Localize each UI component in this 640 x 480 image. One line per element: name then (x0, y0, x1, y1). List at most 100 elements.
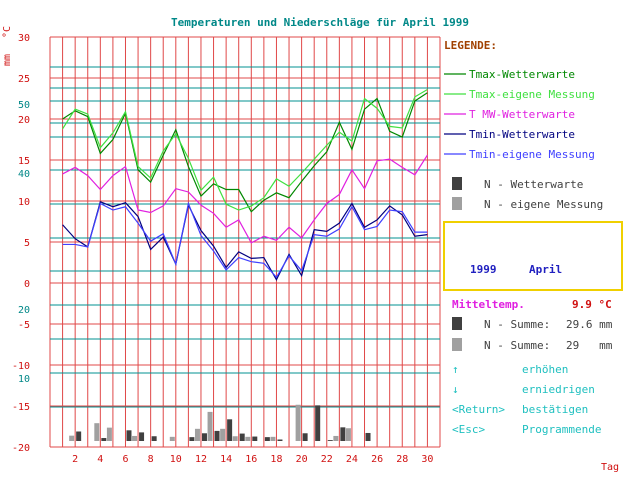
precip-bar (277, 439, 283, 441)
precip-bar (295, 404, 301, 441)
y-tick-label: -15 (12, 402, 30, 413)
x-tick-label: 4 (97, 454, 103, 465)
precip-bar (239, 433, 245, 441)
precip-bar (76, 431, 82, 441)
series-line (62, 201, 428, 281)
precip-bar (264, 437, 270, 441)
help-key-return: <Return> (452, 403, 505, 416)
y-tick-label: 20 (18, 115, 30, 126)
precip-bar (365, 432, 371, 441)
chart-grid (49, 36, 441, 448)
precip-bar (201, 433, 207, 441)
precip-bar (194, 428, 200, 441)
chart-title: Temperaturen und Niederschläge für April… (171, 16, 469, 29)
precip-bar (139, 432, 145, 441)
precip-bar (227, 419, 233, 441)
precip-bar (232, 436, 238, 441)
legend-label: N - Wetterwarte (484, 178, 583, 191)
legend-swatch-bar (452, 197, 462, 210)
legend-label: N - eigene Messung (484, 198, 603, 211)
y-tick-label: 10 (18, 197, 30, 208)
mittel-value: 9.9 °C (572, 298, 612, 311)
legend-label: Tmin-eigene Messung (469, 148, 595, 161)
x-tick-label: 26 (371, 454, 383, 465)
arrow-down-icon: ↓ (452, 383, 459, 396)
x-axis-label: Tag (601, 462, 619, 473)
nsum-eig-label: N - Summe: (484, 339, 550, 352)
x-tick-label: 22 (321, 454, 333, 465)
x-tick-label: 28 (396, 454, 408, 465)
help-item-up[interactable]: ↑ erhöhen (452, 363, 568, 376)
precip-bar (151, 436, 157, 441)
y-tick-label: 5 (24, 238, 30, 249)
temperature-lines (62, 88, 428, 281)
precip-bar (101, 438, 107, 441)
y-mm-tick-label: 10 (18, 374, 30, 385)
precip-bar (327, 440, 333, 441)
x-tick-label: 12 (195, 454, 207, 465)
precip-bar (106, 427, 112, 441)
y-tick-label: 30 (18, 33, 30, 44)
precip-bar (315, 405, 321, 441)
precip-bar (252, 436, 258, 441)
y-tick-label: 0 (24, 279, 30, 290)
y-tick-label: -5 (18, 320, 30, 331)
series-line (62, 154, 428, 244)
x-tick-label: 20 (296, 454, 308, 465)
nsum-eig-swatch (452, 338, 462, 351)
y-mm-tick-label: 20 (18, 305, 30, 316)
x-tick-label: 18 (270, 454, 282, 465)
precip-bar (94, 423, 100, 441)
x-tick-label: 14 (220, 454, 232, 465)
help-action-esc: Programmende (522, 423, 601, 436)
date-month: April (529, 263, 562, 276)
x-tick-label: 10 (170, 454, 182, 465)
series-line (62, 88, 428, 211)
precip-bar (69, 435, 75, 441)
precip-bar (220, 428, 226, 441)
y-unit-left: mm (2, 54, 13, 66)
precip-bar (189, 437, 195, 441)
y-mm-tick-label: 40 (18, 169, 30, 180)
precip-bar (345, 428, 351, 441)
y-unit-right: °C (2, 26, 13, 38)
legend: Tmax-Wetterwarte Tmax-eigene Messung T MW-… (444, 68, 603, 211)
precip-bar (340, 427, 346, 441)
help-item-down[interactable]: ↓ erniedrigen (452, 383, 595, 396)
mittel-label: Mitteltemp. (452, 298, 525, 311)
y-mm-tick-label: 50 (18, 100, 30, 111)
help-item-esc[interactable]: <Esc> Programmende (452, 423, 601, 436)
x-tick-label: 2 (72, 454, 78, 465)
precip-bar (270, 436, 276, 441)
help-item-return[interactable]: <Return> bestätigen (452, 403, 588, 416)
nsum-ww-value: 29.6 mm (566, 318, 613, 331)
precip-bar (245, 436, 251, 441)
nsum-ww-swatch (452, 317, 462, 330)
series-line (62, 92, 428, 213)
precipitation-bars (69, 404, 371, 441)
x-tick-label: 6 (122, 454, 128, 465)
help-action-down: erniedrigen (522, 383, 595, 396)
precip-bar (214, 430, 220, 441)
precip-bar (132, 435, 138, 441)
nsum-ww-label: N - Summe: (484, 318, 550, 331)
help-key-esc: <Esc> (452, 423, 485, 436)
x-tick-label: 24 (346, 454, 358, 465)
precip-bar (207, 411, 213, 441)
help-action-up: erhöhen (522, 363, 568, 376)
legend-label: Tmin-Wetterwarte (469, 128, 575, 141)
y-tick-label: -10 (12, 361, 30, 372)
x-tick-label: 8 (148, 454, 154, 465)
y-tick-label: 15 (18, 156, 30, 167)
x-tick-label: 16 (245, 454, 257, 465)
precip-bar (333, 435, 339, 441)
legend-label: Tmax-Wetterwarte (469, 68, 575, 81)
arrow-up-icon: ↑ (452, 363, 459, 376)
help-action-return: bestätigen (522, 403, 588, 416)
legend-swatch-bar (452, 177, 462, 190)
date-box (443, 221, 623, 291)
y-tick-label: -20 (12, 443, 30, 454)
precip-bar (169, 436, 175, 441)
